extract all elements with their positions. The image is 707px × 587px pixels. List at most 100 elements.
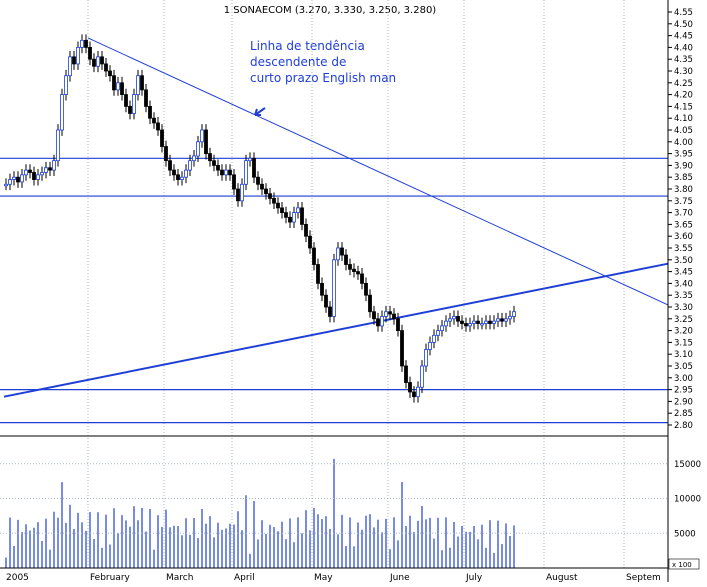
candle-body [188,160,192,171]
candle-body [500,318,504,322]
price-axis-labels: 4.55 4.50 4.454.40 4.35 4.30 4.25 4.204.15 4.10… [668,8,693,431]
candle-body [28,169,32,173]
price-tick-label: 3.35 [674,291,693,301]
price-tick-label: 3.00 [674,374,693,384]
x-tick-label: Septem [626,573,661,582]
candle-body [4,183,8,187]
candle-body [128,106,132,114]
candle-body [508,316,512,320]
candle-body [52,160,56,171]
candle-body [144,89,148,107]
candle-body [160,129,164,147]
price-tick-label: 3.20 [674,327,693,337]
candles [4,34,516,403]
annotation-arrow-icon [254,107,266,116]
price-tick-label: 4.00 [674,138,693,148]
candle-body [116,82,120,91]
candle-body [268,193,272,199]
price-tick-label: 3.05 [674,362,693,372]
candle-body [496,318,500,322]
x-tick-label: August [546,573,578,582]
candle-body [316,264,320,284]
candle-body [384,311,388,317]
candle-body [180,176,184,180]
candle-body [48,167,52,171]
candle-body [432,334,436,343]
price-tick-label: 4.15 [674,102,693,112]
price-tick-label: 3.90 [674,161,693,171]
candle-body [296,207,300,214]
candle-body [124,94,128,107]
volume-bars [5,458,515,568]
price-tick-label: 4.50 [674,20,693,30]
trendlines [3,37,669,398]
candle-body [480,323,484,326]
annotation-group: Linha de tendência descendente de curto … [250,39,396,116]
candle-body [56,129,60,162]
candle-body [88,47,92,60]
price-tick-label: 3.65 [674,220,693,230]
candle-body [280,207,284,214]
candle-body [12,176,16,180]
candle-body [452,316,456,320]
candle-body [380,316,384,327]
volume-axis-labels: 15000 10000 5000 [0,460,701,539]
x-tick-label: February [90,573,131,582]
x-axis-labels: 2005 February March April May June July August S… [6,573,661,583]
candle-body [256,176,260,185]
candle-body [68,56,72,77]
candle-body [24,169,28,176]
candle-body [72,56,76,65]
volume-tick-label: 15000 [674,460,701,470]
x-tick-label: 2005 [6,573,29,582]
candle-body [404,365,408,383]
price-tick-label: 3.50 [674,256,693,266]
candle-body [140,75,144,91]
x-tick-label: April [234,573,255,582]
candle-body [300,207,304,225]
price-tick-label: 4.55 [674,8,693,18]
candle-body [368,294,372,313]
candle-body [468,323,472,327]
candle-body [104,63,108,72]
candle-body [276,202,280,209]
ascending-trendline [3,262,669,398]
candle-body [96,56,100,67]
candle-body [352,268,356,272]
candle-body [412,391,416,398]
candle-body [340,247,344,256]
candle-body [240,183,244,202]
candle-body [108,70,112,77]
annotation-line-3: curto prazo English man [250,71,396,85]
price-tick-label: 3.75 [674,197,693,207]
candle-body [84,39,88,48]
candle-body [80,39,84,48]
candle-body [320,282,324,296]
annotation-line-2: descendente de [250,55,346,69]
volume-tick-label: 10000 [674,495,701,505]
price-tick-label: 3.40 [674,279,693,289]
price-tick-label: 3.85 [674,173,693,183]
price-tick-label: 3.70 [674,209,693,219]
candle-body [512,311,516,317]
candle-body [252,157,256,178]
candle-body [204,129,208,155]
candle-body [40,172,44,176]
candle-body [152,117,156,124]
candle-body [76,47,80,65]
candle-body [196,141,200,157]
candle-body [112,75,116,91]
price-tick-label: 3.60 [674,232,693,242]
candle-body [36,174,40,180]
candle-body [292,212,296,223]
candle-body [16,176,20,183]
candle-body [332,259,336,317]
x-tick-label: May [314,573,333,582]
candle-body [220,169,224,176]
candle-body [284,212,288,218]
candle-body [264,188,268,195]
candle-body [132,94,136,114]
candle-body [372,311,376,320]
